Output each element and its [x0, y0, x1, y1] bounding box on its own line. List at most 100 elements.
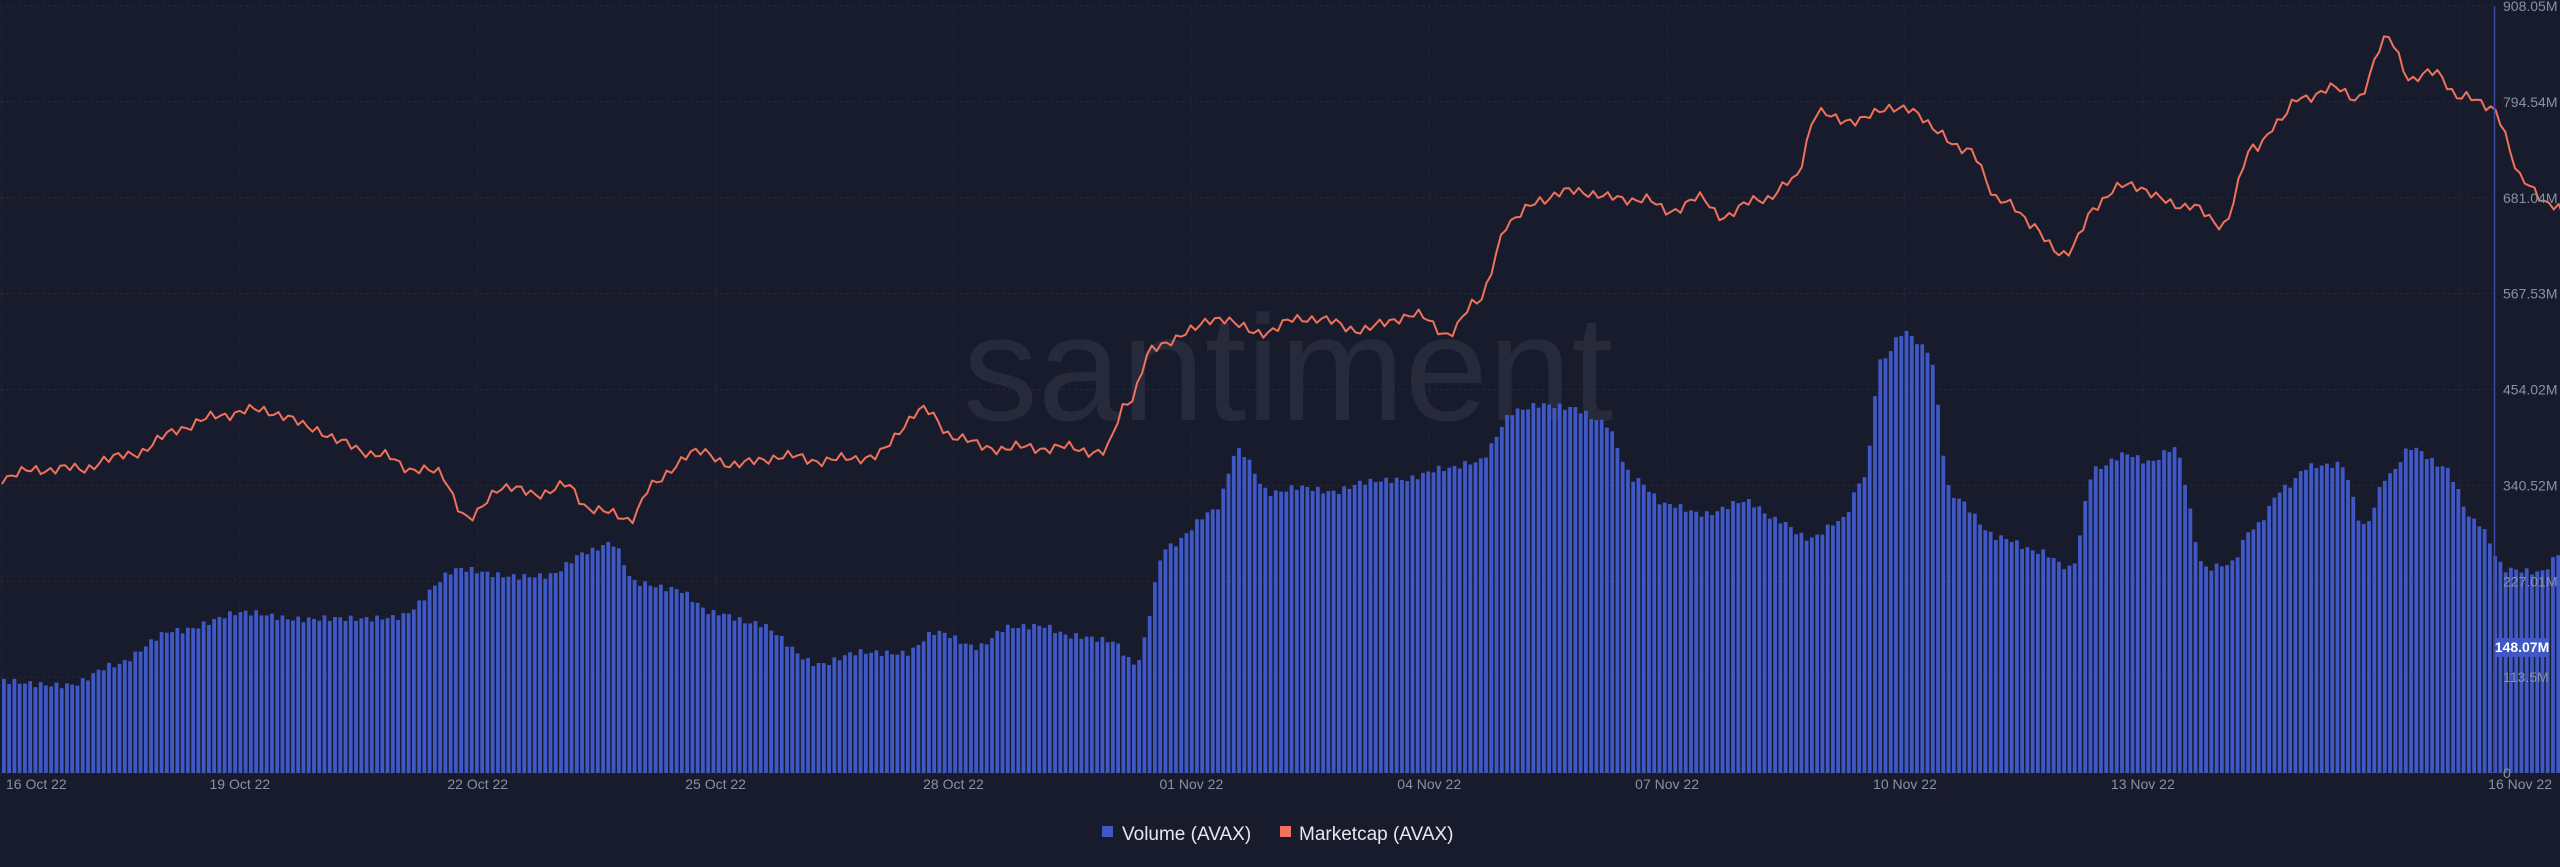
legend-item-volume[interactable]: Volume (AVAX)	[1102, 824, 1251, 845]
volume-bar	[1957, 498, 1961, 773]
volume-bar	[806, 658, 810, 773]
volume-bar	[1951, 497, 1956, 773]
volume-bar	[1562, 409, 1567, 773]
volume-bar	[233, 615, 238, 773]
volume-bar	[932, 634, 937, 773]
watermark: santiment	[963, 284, 1613, 452]
volume-bar	[1263, 487, 1268, 773]
volume-bar	[149, 639, 153, 773]
volume-bar	[1358, 480, 1362, 773]
volume-bar	[2398, 462, 2403, 773]
volume-bar	[2488, 543, 2492, 773]
volume-bar	[17, 683, 22, 773]
legend: Volume (AVAX) Marketcap (AVAX)	[1102, 824, 1454, 845]
volume-bar	[44, 685, 48, 773]
volume-bar	[375, 615, 379, 773]
volume-bar	[2235, 557, 2240, 773]
y-tick-label: 0	[2503, 765, 2511, 781]
x-tick-label: 13 Nov 22	[2111, 776, 2175, 792]
volume-bar	[2351, 496, 2356, 773]
volume-bar	[1899, 336, 1904, 773]
volume-bar	[1331, 490, 1336, 773]
volume-bar	[1904, 330, 1909, 773]
volume-bar	[49, 686, 54, 773]
volume-bar	[1084, 636, 1089, 773]
volume-bar	[1284, 491, 1289, 773]
volume-bar	[1200, 519, 1205, 773]
volume-bar	[874, 650, 879, 773]
volume-bar	[637, 585, 642, 773]
volume-bar	[65, 683, 69, 773]
volume-bar	[2130, 457, 2135, 773]
volume-bar	[2304, 469, 2308, 773]
volume-bar	[906, 655, 910, 773]
volume-bar	[1100, 637, 1105, 773]
volume-bar	[911, 647, 916, 773]
volume-bar	[28, 681, 33, 773]
volume-bar	[138, 651, 143, 773]
volume-bar	[1626, 469, 1630, 773]
volume-bar	[616, 548, 621, 773]
volume-bar	[1447, 467, 1452, 773]
volume-bar	[1147, 616, 1152, 773]
volume-bar	[1089, 636, 1094, 773]
volume-bar	[1242, 457, 1247, 773]
volume-bar	[1515, 408, 1520, 773]
volume-bar	[1836, 521, 1841, 773]
volume-bar	[1484, 457, 1488, 773]
volume-bar	[1142, 637, 1147, 773]
volume-bar	[322, 615, 327, 773]
volume-bar	[385, 618, 390, 773]
volume-bar	[2193, 542, 2198, 773]
volume-bar	[727, 614, 732, 773]
legend-item-marketcap[interactable]: Marketcap (AVAX)	[1280, 824, 1454, 845]
volume-bar	[422, 600, 427, 773]
volume-bar	[2272, 497, 2277, 773]
volume-bar	[1074, 633, 1078, 773]
current-value-badge: 148.07M	[2495, 638, 2549, 657]
volume-bar	[1778, 523, 1783, 773]
volume-bar	[1373, 482, 1378, 773]
volume-bar	[2288, 487, 2293, 773]
volume-bar	[1279, 491, 1283, 773]
volume-bar	[1520, 409, 1525, 773]
volume-bar	[2430, 457, 2434, 773]
volume-bar	[2509, 567, 2513, 773]
volume-bar	[2361, 523, 2366, 773]
volume-bar	[1379, 481, 1383, 773]
volume-bar	[774, 635, 779, 773]
volume-bar	[974, 650, 979, 773]
volume-bar	[758, 627, 763, 773]
volume-bar	[2267, 505, 2272, 773]
volume-bar	[1620, 461, 1625, 773]
volume-bar	[927, 632, 931, 773]
volume-bar	[2078, 535, 2082, 773]
volume-bar	[1394, 477, 1399, 773]
volume-bar	[1300, 485, 1304, 773]
volume-bar	[2319, 465, 2324, 773]
volume-bar	[2225, 565, 2229, 773]
volume-bar	[1662, 502, 1667, 773]
volume-bar	[2556, 555, 2560, 773]
volume-bar	[2020, 549, 2025, 773]
volume-bar	[1489, 443, 1494, 773]
volume-bar	[2519, 572, 2524, 773]
volume-bar	[1294, 489, 1299, 773]
volume-bar	[1336, 494, 1341, 773]
volume-bar	[301, 622, 306, 773]
volume-bar	[1736, 503, 1741, 773]
volume-bar	[2219, 566, 2224, 773]
volume-bar	[2230, 560, 2235, 773]
volume-bar	[1605, 427, 1609, 773]
volume-bar	[485, 571, 490, 773]
y-tick-label: 227.01M	[2503, 573, 2557, 589]
volume-bar	[1268, 496, 1273, 773]
volume-bar	[1888, 351, 1893, 773]
volume-bar	[879, 655, 884, 773]
volume-bar	[1846, 512, 1851, 773]
volume-bar	[701, 607, 705, 773]
volume-bar	[2156, 459, 2161, 773]
volume-bar	[1289, 485, 1294, 773]
volume-bar	[779, 636, 784, 773]
volume-bar	[1174, 546, 1178, 773]
